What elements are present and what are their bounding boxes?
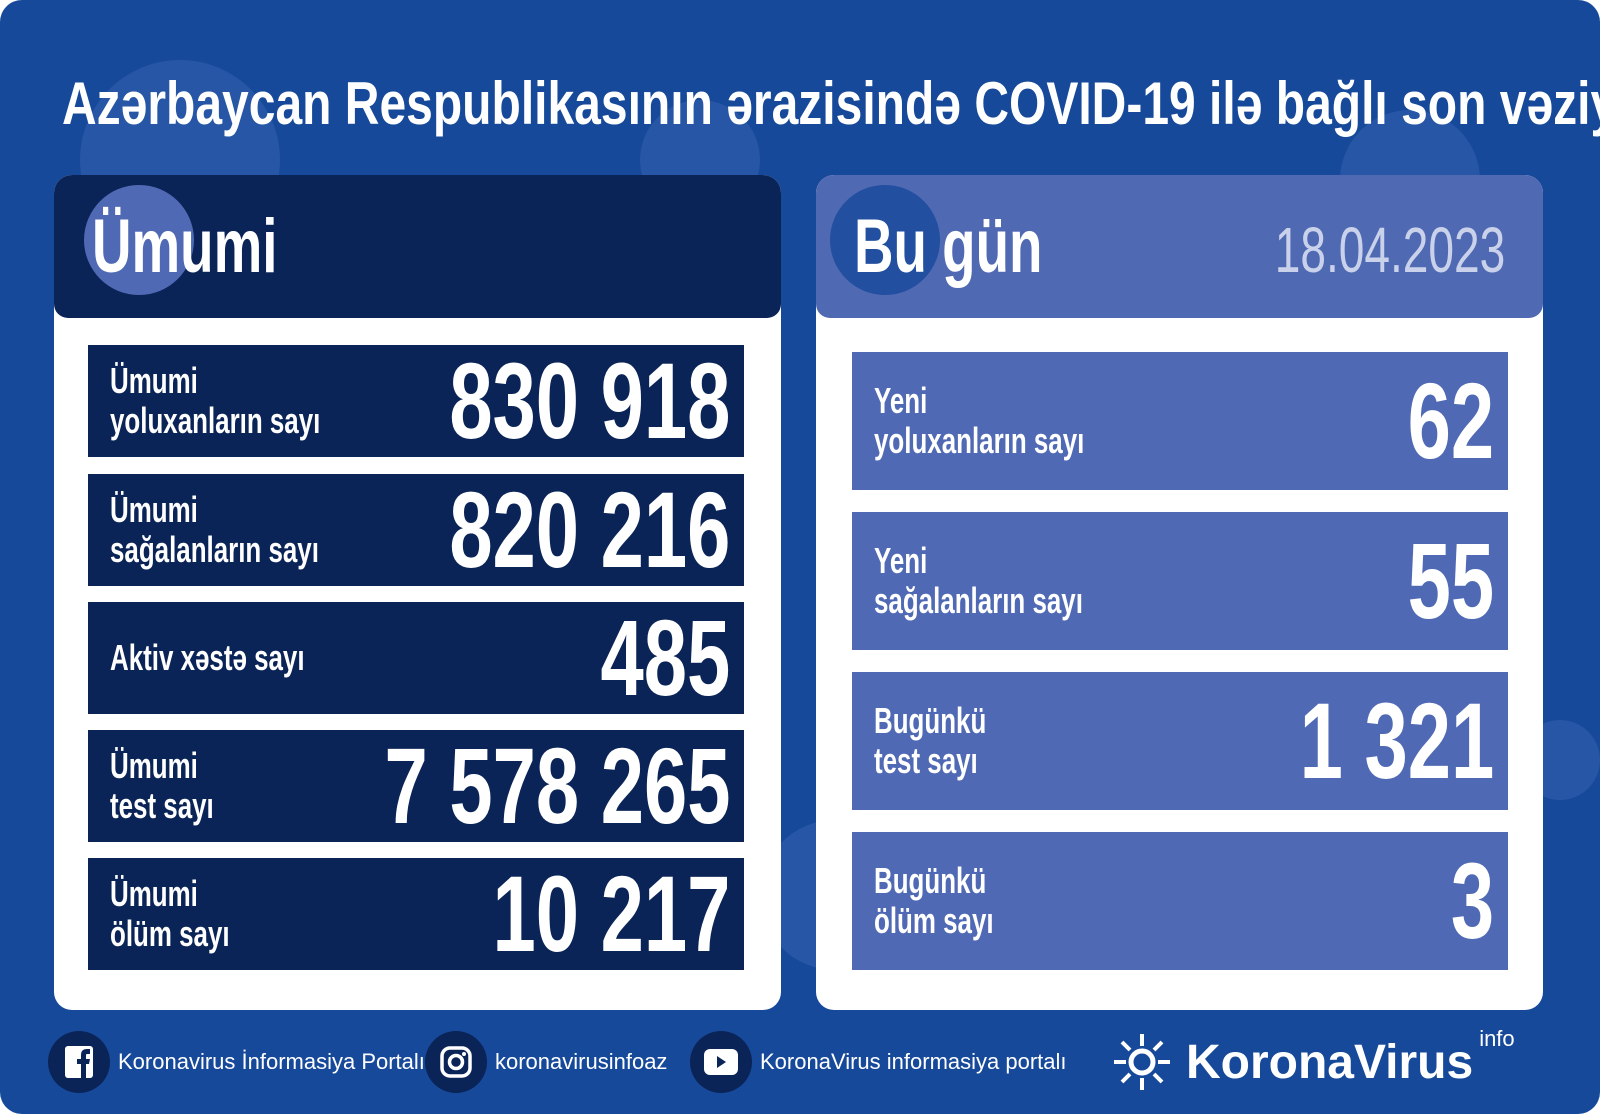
- youtube-link[interactable]: KoronaVirus informasiya portalı: [690, 1030, 1067, 1094]
- stat-label: Ümumi: [110, 873, 198, 914]
- stat-value: 820 216: [448, 469, 730, 590]
- stat-label: sağalanların sayı: [874, 580, 1083, 621]
- stat-label: Ümumi: [110, 489, 198, 530]
- stat-label: Aktiv xəstə sayı: [110, 637, 305, 678]
- stat-label: Yeni: [874, 540, 928, 581]
- sun-virus-icon: [1114, 1034, 1170, 1090]
- youtube-label: KoronaVirus informasiya portalı: [760, 1049, 1067, 1074]
- stat-label: sağalanların sayı: [110, 529, 319, 570]
- stat-row: Bugünkü test sayı 1 321: [852, 672, 1508, 810]
- stat-row: Bugünkü ölüm sayı 3: [852, 832, 1508, 970]
- stat-row: Ümumi yoluxanların sayı 830 918: [88, 345, 744, 457]
- virus-icon: [830, 185, 940, 295]
- instagram-label: koronavirusinfoaz: [495, 1049, 668, 1074]
- instagram-link[interactable]: koronavirusinfoaz: [425, 1030, 667, 1094]
- facebook-link[interactable]: Koronavirus İnformasiya Portalı: [48, 1030, 425, 1094]
- facebook-label: Koronavirus İnformasiya Portalı: [118, 1049, 425, 1074]
- stat-label: Ümumi: [110, 360, 198, 401]
- stat-row: Ümumi sağalanların sayı 820 216: [88, 474, 744, 586]
- facebook-icon: [48, 1031, 110, 1093]
- logo-suffix: info: [1479, 1026, 1515, 1051]
- stat-row: Yeni sağalanların sayı 55: [852, 512, 1508, 650]
- stat-value: 830 918: [448, 340, 730, 461]
- footer: Koronavirus İnformasiya Portalı koronavi…: [0, 1026, 1600, 1094]
- stat-label: Ümumi: [110, 745, 198, 786]
- stat-label: ölüm sayı: [874, 900, 994, 941]
- stat-value: 62: [1407, 360, 1494, 481]
- stat-label: ölüm sayı: [110, 913, 230, 954]
- total-panel: Ümumi Ümumi yoluxanların sayı 830 918 Ümu…: [54, 175, 781, 1010]
- stat-label: Bugünkü: [874, 700, 987, 741]
- stat-value: 485: [600, 597, 730, 718]
- stat-value: 7 578 265: [384, 725, 730, 846]
- youtube-icon: [690, 1031, 752, 1093]
- stat-value: 55: [1407, 520, 1494, 641]
- total-header: Ümumi: [54, 175, 781, 318]
- stat-value: 3: [1450, 840, 1494, 961]
- koronavirus-logo: KoronaVirus info: [1112, 1026, 1515, 1094]
- stat-label: test sayı: [874, 740, 978, 781]
- today-header: Bu gün 18.04.2023: [816, 175, 1543, 318]
- stat-value: 1 321: [1299, 680, 1494, 801]
- page-title: Azərbaycan Respublikasının ərazisində CO…: [62, 72, 1600, 136]
- stat-label: Bugünkü: [874, 860, 987, 901]
- stat-label: Yeni: [874, 380, 928, 421]
- logo-name: KoronaVirus: [1186, 1035, 1474, 1089]
- stat-value: 10 217: [492, 853, 730, 974]
- stat-label: test sayı: [110, 785, 214, 826]
- stat-row: Aktiv xəstə sayı 485: [88, 602, 744, 714]
- instagram-icon: [425, 1031, 487, 1093]
- stat-label: yoluxanların sayı: [110, 400, 321, 441]
- stat-label: yoluxanların sayı: [874, 420, 1085, 461]
- today-panel: Bu gün 18.04.2023 Yeni yoluxanların sayı …: [816, 175, 1543, 1010]
- stat-row: Ümumi ölüm sayı 10 217: [88, 858, 744, 970]
- today-heading: Bu gün: [854, 204, 1043, 289]
- stat-row: Ümumi test sayı 7 578 265: [88, 730, 744, 842]
- title-text: Azərbaycan Respublikasının ərazisində CO…: [62, 70, 1600, 137]
- date: 18.04.2023: [1274, 214, 1505, 286]
- virus-icon: [84, 185, 194, 295]
- total-heading: Ümumi: [92, 204, 278, 289]
- stat-row: Yeni yoluxanların sayı 62: [852, 352, 1508, 490]
